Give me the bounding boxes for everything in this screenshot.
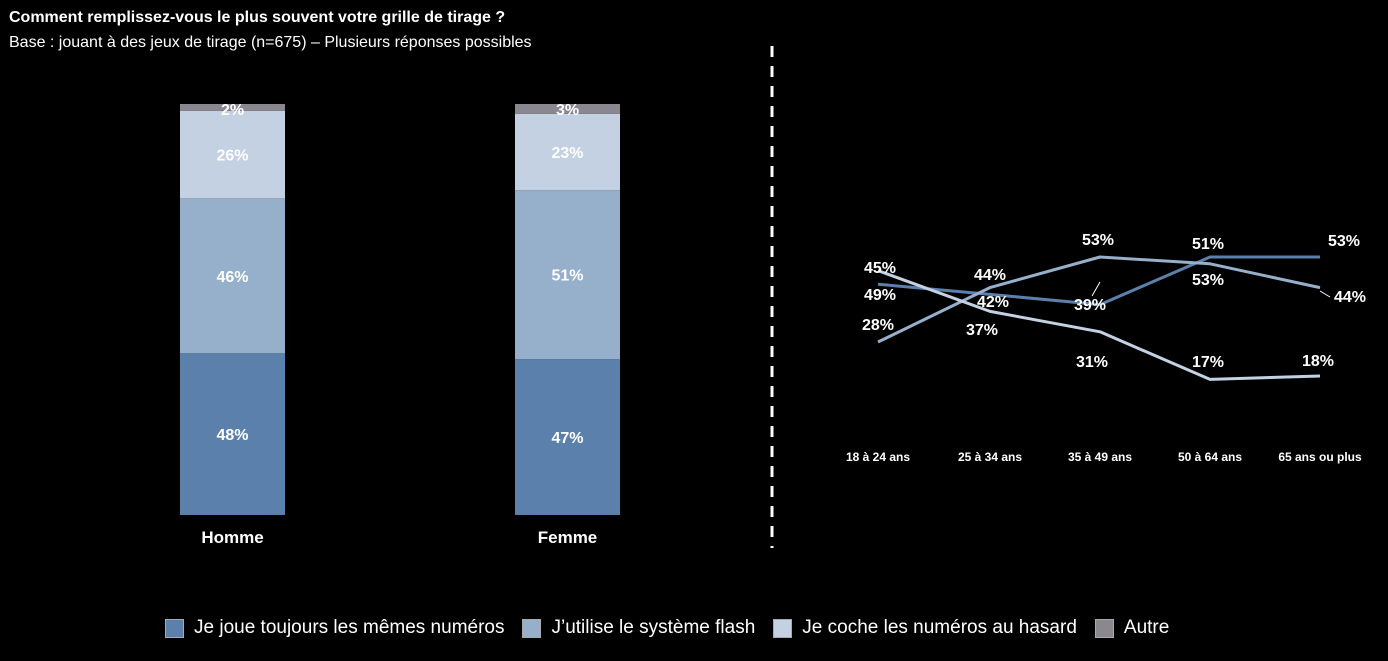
bar-data-label: 46% xyxy=(216,269,248,286)
legend-swatch xyxy=(165,618,184,638)
line-data-label: 53% xyxy=(1192,272,1224,289)
line-data-label: 53% xyxy=(1082,232,1114,249)
legend-label: J’utilise le système flash xyxy=(551,617,756,638)
x-tick-label: 18 à 24 ans xyxy=(846,450,910,464)
line-data-label: 44% xyxy=(1334,289,1366,306)
legend-label: Je coche les numéros au hasard xyxy=(802,617,1077,638)
leader-line xyxy=(1319,290,1331,298)
bar-segment xyxy=(515,190,620,360)
bar-segment xyxy=(180,198,285,354)
line-data-label: 44% xyxy=(974,267,1006,284)
line-data-label: 51% xyxy=(1192,236,1224,253)
bar-segment xyxy=(180,353,285,515)
bar-segment xyxy=(515,359,620,515)
bar-category-label: Homme xyxy=(201,528,263,547)
bar-data-label: 23% xyxy=(551,145,583,162)
legend-label: Autre xyxy=(1123,617,1170,638)
x-tick-label: 65 ans ou plus xyxy=(1278,450,1362,464)
legend-item-autre: Autre xyxy=(1094,617,1170,639)
line-data-label: 28% xyxy=(862,317,894,334)
bar-segment xyxy=(180,110,285,199)
bar-data-label: 51% xyxy=(551,268,583,285)
bar-data-label: 47% xyxy=(551,430,583,447)
bar-data-label: 2% xyxy=(221,102,244,119)
line-data-label: 49% xyxy=(864,287,896,304)
line-data-label: 39% xyxy=(1074,297,1106,314)
line-data-label: 31% xyxy=(1076,354,1108,371)
line-data-label: 42% xyxy=(977,294,1009,311)
legend-swatch xyxy=(773,618,793,638)
bar-data-label: 48% xyxy=(216,427,248,444)
legend-swatch xyxy=(522,618,542,638)
legend-item-hasard: Je coche les numéros au hasard xyxy=(773,617,1077,639)
line-data-label: 53% xyxy=(1328,233,1360,250)
line-data-label: 18% xyxy=(1302,353,1334,370)
x-tick-label: 50 à 64 ans xyxy=(1178,450,1242,464)
leader-line xyxy=(1091,281,1101,297)
line-data-label: 37% xyxy=(966,322,998,339)
line-data-label: 17% xyxy=(1192,354,1224,371)
bar-category-label: Femme xyxy=(538,528,598,547)
bar-data-label: 3% xyxy=(556,102,579,119)
legend-swatch xyxy=(1094,618,1114,638)
legend: Je joue toujours les mêmes numéros J’uti… xyxy=(165,617,1187,639)
line-series xyxy=(877,255,1321,344)
legend-item-flash: J’utilise le système flash xyxy=(522,617,755,639)
x-tick-label: 25 à 34 ans xyxy=(958,450,1022,464)
bar-segment xyxy=(515,104,620,114)
bar-segment xyxy=(180,104,285,111)
chart-title: Comment remplissez-vous le plus souvent … xyxy=(9,9,506,26)
bar-segment xyxy=(515,113,620,191)
x-tick-label: 35 à 49 ans xyxy=(1068,450,1132,464)
line-data-label: 45% xyxy=(864,260,896,277)
bar-data-label: 26% xyxy=(216,148,248,165)
chart-subtitle: Base : jouant à des jeux de tirage (n=67… xyxy=(9,34,532,51)
line-series xyxy=(877,269,1321,381)
legend-label: Je joue toujours les mêmes numéros xyxy=(194,617,505,638)
legend-item-memes: Je joue toujours les mêmes numéros xyxy=(165,617,504,639)
line-series xyxy=(877,255,1320,307)
chart-canvas: 48% 46% 26% 2% Homme 47% 51% 23% 3% Femme 45% 42% 39… xyxy=(180,46,1366,548)
